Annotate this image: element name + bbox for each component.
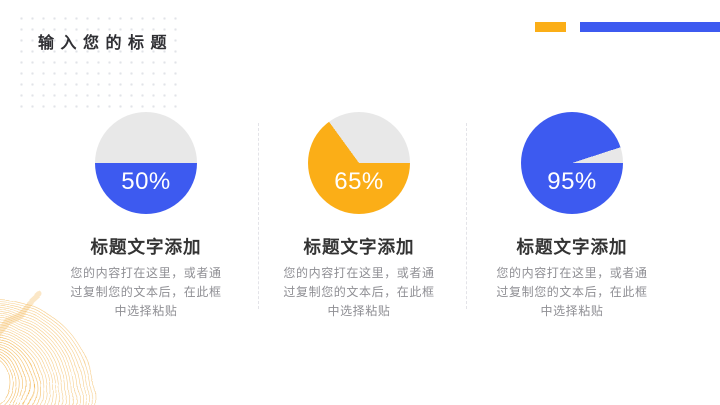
card-title: 标题文字添加 [303,237,415,257]
pie-percent-label: 95% [547,168,597,195]
accent-bar-yellow [535,22,566,32]
dot-grid-decoration [16,13,182,110]
card-title: 标题文字添加 [90,237,202,257]
pie-chart: 50% [95,112,197,214]
card-body-line: 您的内容打在这里，或者通 [283,266,435,280]
slide-title: 输入您的标题 [38,35,174,52]
column-divider [466,123,467,309]
card-title: 标题文字添加 [516,237,628,257]
card-body-line: 您的内容打在这里，或者通 [70,266,222,280]
stat-card: 95% 标题文字添加 您的内容打在这里，或者通 过复制您的文本后，在此框 中选择… [472,112,672,321]
pie-chart: 65% [308,112,410,214]
stat-card: 50% 标题文字添加 您的内容打在这里，或者通 过复制您的文本后，在此框 中选择… [46,112,246,321]
column-divider [258,123,259,309]
accent-bar-blue [580,22,720,32]
pie-chart: 95% [521,112,623,214]
card-body-line: 中选择粘贴 [327,304,391,318]
card-body-line: 中选择粘贴 [540,304,604,318]
card-body: 您的内容打在这里，或者通 过复制您的文本后，在此框 中选择粘贴 [46,264,246,321]
card-body-line: 过复制您的文本后，在此框 [496,285,648,299]
card-body-line: 中选择粘贴 [114,304,178,318]
cards-row: 50% 标题文字添加 您的内容打在这里，或者通 过复制您的文本后，在此框 中选择… [46,112,672,321]
card-body-line: 过复制您的文本后，在此框 [283,285,435,299]
card-body: 您的内容打在这里，或者通 过复制您的文本后，在此框 中选择粘贴 [472,264,672,321]
pie-percent-label: 50% [121,168,171,195]
card-body-line: 您的内容打在这里，或者通 [496,266,648,280]
stat-card: 65% 标题文字添加 您的内容打在这里，或者通 过复制您的文本后，在此框 中选择… [259,112,459,321]
card-body-line: 过复制您的文本后，在此框 [70,285,222,299]
corner-swirl-decoration [0,292,95,405]
pie-percent-label: 65% [334,168,384,195]
card-body: 您的内容打在这里，或者通 过复制您的文本后，在此框 中选择粘贴 [259,264,459,321]
